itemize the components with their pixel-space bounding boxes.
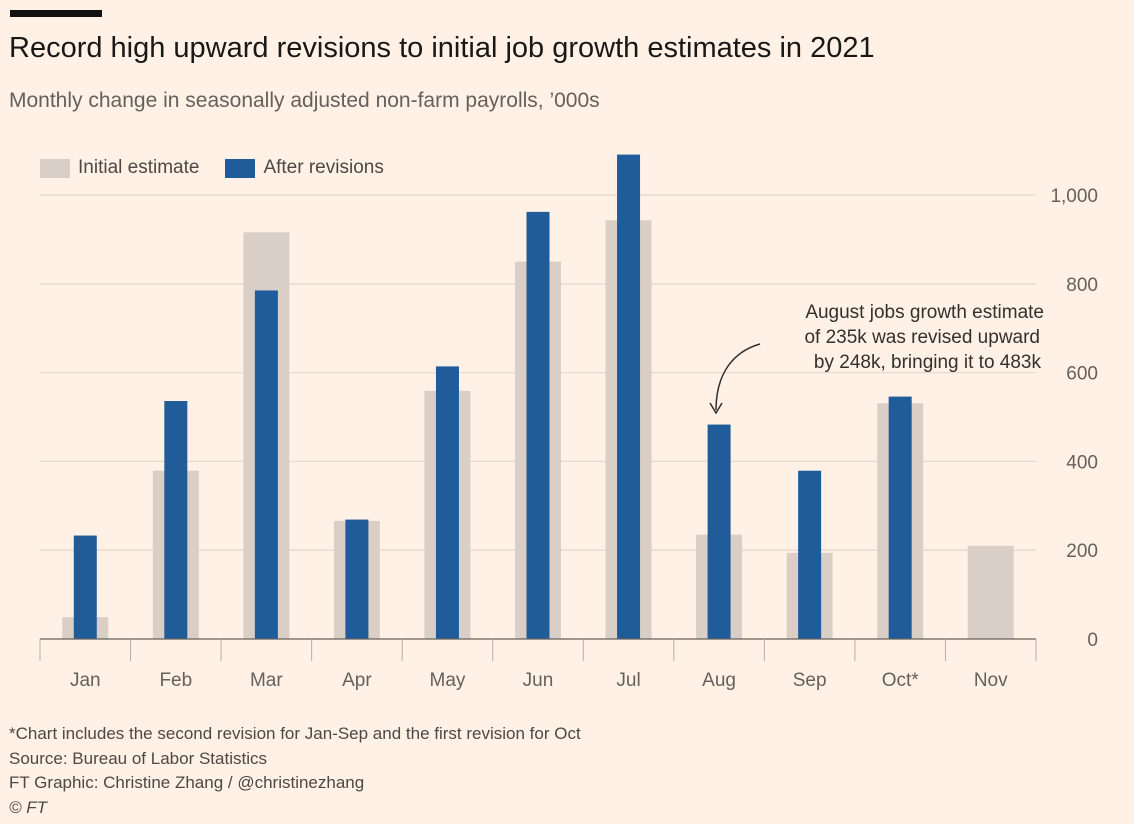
x-tick-label: Jan [70,670,101,691]
annotation-line-3: by 248k, bringing it to 483k [814,352,1042,373]
legend-item-revised: After revisions [225,157,384,179]
legend-label-initial: Initial estimate [78,157,200,178]
y-tick-label: 400 [1066,452,1098,473]
legend-swatch-initial [40,158,70,178]
x-axis: 0 200 400 600 800 1,000 Jan Feb Mar Apr May Jun Jul A… [39,186,1098,691]
y-tick-label: 1,000 [1050,186,1098,207]
footer-credit: FT Graphic: Christine Zhang / @christine… [9,773,365,792]
bar-revised-Jul [617,154,641,639]
bar-revised-May [435,366,459,639]
y-tick-label: 200 [1066,541,1098,562]
y-tick-label: 600 [1066,364,1098,385]
x-tick-label: Oct* [882,670,920,691]
footer-copyright: © FT [9,797,48,817]
x-tick-label: Jun [523,670,554,691]
chart-subtitle: Monthly change in seasonally adjusted no… [9,89,600,112]
x-tick-label: Apr [342,670,372,691]
annotation-arrow [715,343,761,411]
y-tick-label: 0 [1087,630,1098,651]
x-tick-label: May [430,670,466,691]
chart-footer: *Chart includes the second revision for … [9,722,581,820]
footer-note: *Chart includes the second revision for … [9,724,581,743]
legend-swatch-revised [225,158,256,178]
legend-item-initial: Initial estimate [40,157,199,179]
bars [62,154,1014,640]
ft-top-rule [10,10,102,17]
bar-revised-Mar [254,290,278,639]
bar-initial-Nov [967,545,1014,639]
bar-revised-Oct [888,396,912,639]
annotation: August jobs growth estimate of 235k was … [709,302,1044,415]
bar-chart: 0 200 400 600 800 1,000 Jan Feb Mar Apr May Jun Jul A… [39,154,1098,691]
annotation-line-2: of 235k was revised upward [804,327,1040,348]
chart-title: Record high upward revisions to initial … [9,32,875,64]
bar-revised-Feb [164,401,188,639]
x-tick-label: Mar [250,670,283,691]
x-tick-label: Jul [616,670,640,691]
bar-revised-Jun [526,211,550,639]
y-tick-label: 800 [1066,275,1098,296]
x-tick-label: Nov [974,670,1008,691]
bar-revised-Sep [798,470,822,639]
annotation-line-1: August jobs growth estimate [805,302,1044,323]
bar-revised-Apr [345,519,369,639]
x-tick-label: Feb [159,670,192,691]
bar-revised-Aug [707,424,731,639]
legend-label-revised: After revisions [263,157,384,178]
x-tick-label: Aug [702,670,736,691]
footer-source: Source: Bureau of Labor Statistics [9,748,267,768]
bar-revised-Jan [73,535,97,639]
x-tick-label: Sep [793,670,827,691]
annotation-arrowhead [709,402,723,415]
chart-legend: Initial estimate After revisions [40,157,410,179]
